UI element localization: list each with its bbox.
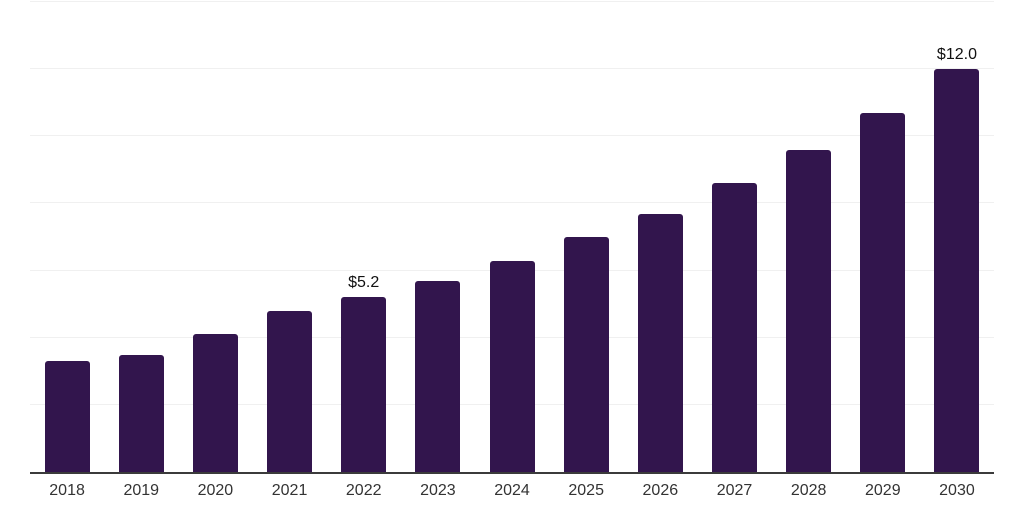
bar-slot-2025 (549, 2, 623, 472)
plot-area: $5.2 $12.0 (30, 1, 994, 474)
x-tick-label-2028: 2028 (790, 482, 827, 499)
x-tick-label-2029: 2029 (865, 482, 901, 499)
x-tick-label-2021: 2021 (271, 482, 308, 499)
x-tick-label-2022: 2022 (345, 482, 382, 499)
x-tick-label-2030: 2030 (939, 482, 975, 499)
bar-slot-2019 (104, 2, 178, 472)
bar-2023 (415, 280, 461, 472)
x-tick-label-2020: 2020 (197, 482, 234, 499)
bar-slot-2027 (697, 2, 771, 472)
bar-slot-2022: $5.2 (327, 2, 401, 472)
bar-2024 (489, 260, 535, 472)
bar-2025 (563, 237, 609, 472)
gridline-14 (30, 1, 994, 2)
bar-slot-2023 (401, 2, 475, 472)
bar-2019 (118, 354, 164, 472)
bar-slot-2026 (623, 2, 697, 472)
bar-slot-2018 (30, 2, 104, 472)
bar-2027 (711, 183, 757, 472)
bar-2020 (192, 334, 238, 472)
gridline-8 (30, 202, 994, 204)
bar-2022 (341, 297, 387, 472)
bar-2029 (860, 112, 906, 472)
x-tick-label-2026: 2026 (642, 482, 679, 499)
bar-slot-2021 (252, 2, 326, 472)
bar-slot-2029 (846, 2, 920, 472)
x-tick-label-2027: 2027 (716, 482, 753, 499)
gridline-12 (30, 68, 994, 70)
gridline-10 (30, 135, 994, 137)
bar-slot-2024 (475, 2, 549, 472)
bar-2028 (786, 149, 832, 472)
x-tick-label-2023: 2023 (420, 482, 456, 499)
x-axis-labels: 2018 2019 2020 2021 2022 2023 2024 2025 2026 2027… (30, 482, 994, 500)
bar-slot-2030: $12.0 (920, 2, 994, 472)
x-tick-label-2019: 2019 (123, 482, 160, 499)
bar-2021 (267, 310, 313, 472)
x-tick-label-2018: 2018 (49, 482, 85, 499)
bar-value-label-2022: $5.2 (348, 274, 380, 292)
bar-value-label-2030: $12.0 (936, 46, 977, 64)
bars-row: $5.2 $12.0 (30, 2, 994, 472)
x-tick-label-2024: 2024 (494, 482, 530, 499)
x-tick-label-2025: 2025 (568, 482, 604, 499)
bar-2018 (44, 361, 90, 472)
bar-2026 (637, 213, 683, 472)
bar-slot-2020 (178, 2, 252, 472)
bar-slot-2028 (772, 2, 846, 472)
bar-2030 (934, 69, 980, 472)
